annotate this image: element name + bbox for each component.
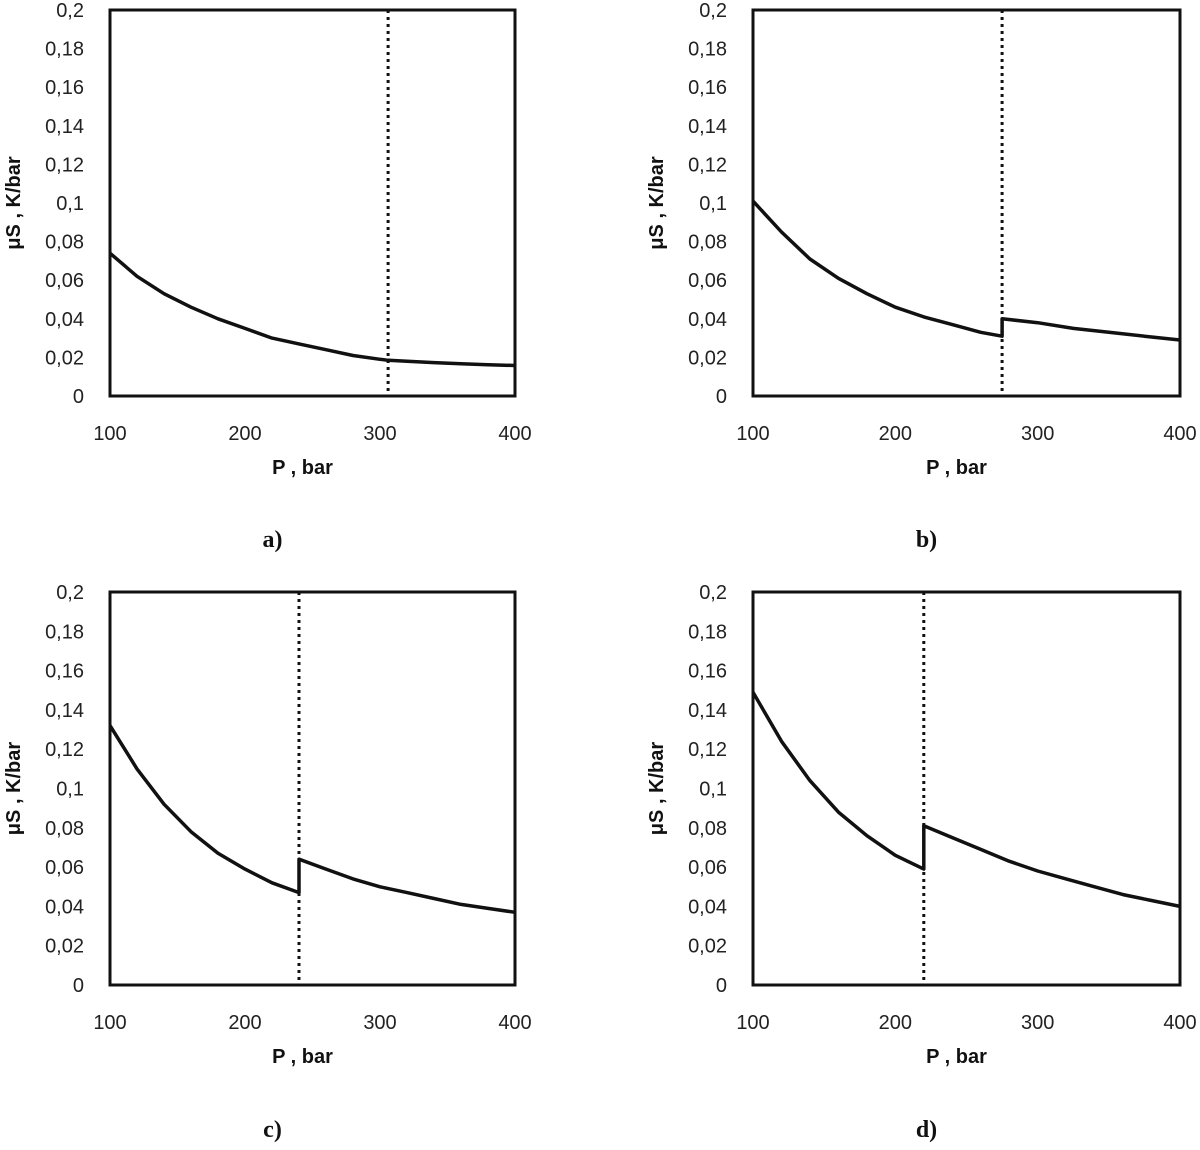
y-tick-label: 0 [716, 975, 727, 997]
y-tick-label: 0,08 [688, 818, 727, 840]
chart-panel-1: 0 0,02 0,04 0,06 0,08 0,1 0,12 0,14 0,16 0,18 0,2 1… [3, 0, 532, 553]
y-tick-label: 0,08 [688, 232, 727, 254]
x-axis-title: P , bar [272, 457, 333, 479]
y-axis-title: μS , K/bar [3, 742, 25, 836]
y-tick-label: 0,02 [688, 347, 727, 369]
y-tick-label: 0,06 [688, 857, 727, 879]
y-tick-label: 0,12 [688, 739, 727, 761]
y-tick-label: 0,08 [45, 818, 84, 840]
series-line-1 [108, 251, 516, 368]
y-tick-label: 0,18 [45, 621, 84, 643]
series-line-1 [751, 199, 1181, 342]
y-tick-label: 0,04 [45, 309, 84, 331]
y-tick-label: 0,16 [45, 661, 84, 683]
y-tick-label: 0,1 [56, 193, 84, 215]
y-tick-label: 0,12 [45, 154, 84, 176]
y-tick-label: 0,16 [688, 77, 727, 99]
y-tick-label: 0,06 [45, 857, 84, 879]
x-tick-label: 400 [498, 1012, 531, 1034]
y-tick-label: 0,2 [56, 582, 84, 604]
y-tick-label: 0,18 [688, 39, 727, 61]
x-tick-label: 100 [736, 1012, 769, 1034]
y-tick-label: 0,02 [45, 347, 84, 369]
y-tick-label: 0,08 [45, 232, 84, 254]
y-tick-label: 0,14 [688, 700, 727, 722]
x-tick-label: 100 [736, 423, 769, 445]
y-axis-title: μS , K/bar [646, 742, 668, 836]
y-tick-label: 0,2 [699, 582, 727, 604]
x-tick-label: 400 [1163, 423, 1196, 445]
y-tick-label: 0,04 [45, 896, 84, 918]
x-tick-label: 300 [363, 1012, 396, 1034]
panel-label: b) [916, 527, 937, 553]
y-tick-label: 0 [716, 386, 727, 408]
y-tick-label: 0,14 [45, 700, 84, 722]
x-axis-title: P , bar [926, 1046, 987, 1068]
plot-frame [108, 590, 517, 987]
chart-panel-4: 0 0,02 0,04 0,06 0,08 0,1 0,12 0,14 0,16 0,18 0,2 1… [646, 582, 1197, 1143]
series-line-1 [108, 724, 516, 915]
x-tick-label: 200 [879, 1012, 912, 1034]
plot-frame [751, 8, 1182, 398]
x-tick-label: 200 [228, 1012, 261, 1034]
y-tick-label: 0,18 [45, 39, 84, 61]
plot-frame [751, 590, 1182, 987]
y-tick-label: 0,16 [45, 77, 84, 99]
x-tick-label: 300 [1021, 1012, 1054, 1034]
chart-panel-3: 0 0,02 0,04 0,06 0,08 0,1 0,12 0,14 0,16 0,18 0,2 1… [3, 582, 532, 1143]
x-tick-label: 100 [93, 1012, 126, 1034]
y-tick-label: 0,1 [56, 779, 84, 801]
y-tick-label: 0,12 [688, 154, 727, 176]
x-tick-label: 400 [498, 423, 531, 445]
y-tick-label: 0,04 [688, 309, 727, 331]
series-line-1 [751, 691, 1181, 909]
y-tick-label: 0,12 [45, 739, 84, 761]
y-tick-label: 0,04 [688, 896, 727, 918]
y-tick-label: 0,1 [699, 779, 727, 801]
y-tick-label: 0,18 [688, 621, 727, 643]
x-tick-label: 200 [228, 423, 261, 445]
y-axis-title: μS , K/bar [646, 156, 668, 250]
x-tick-label: 100 [93, 423, 126, 445]
y-tick-label: 0 [73, 975, 84, 997]
y-tick-label: 0,06 [688, 270, 727, 292]
x-axis-title: P , bar [926, 457, 987, 479]
chart-panel-2: 0 0,02 0,04 0,06 0,08 0,1 0,12 0,14 0,16 0,18 0,2 1… [646, 0, 1197, 553]
x-tick-label: 300 [1021, 423, 1054, 445]
x-tick-label: 300 [363, 423, 396, 445]
panel-label: c) [263, 1117, 282, 1143]
y-tick-label: 0,2 [56, 0, 84, 22]
y-tick-label: 0,2 [699, 0, 727, 22]
y-tick-label: 0,14 [45, 116, 84, 138]
panel-label: d) [916, 1117, 937, 1143]
plot-frame [108, 8, 517, 398]
x-tick-label: 200 [879, 423, 912, 445]
y-tick-label: 0,14 [688, 116, 727, 138]
panel-label: a) [263, 527, 283, 553]
y-tick-label: 0,1 [699, 193, 727, 215]
y-tick-label: 0 [73, 386, 84, 408]
y-tick-label: 0,02 [45, 936, 84, 958]
y-tick-label: 0,06 [45, 270, 84, 292]
y-tick-label: 0,16 [688, 661, 727, 683]
y-axis-title: μS , K/bar [3, 156, 25, 250]
x-tick-label: 400 [1163, 1012, 1196, 1034]
x-axis-title: P , bar [272, 1046, 333, 1068]
y-tick-label: 0,02 [688, 936, 727, 958]
